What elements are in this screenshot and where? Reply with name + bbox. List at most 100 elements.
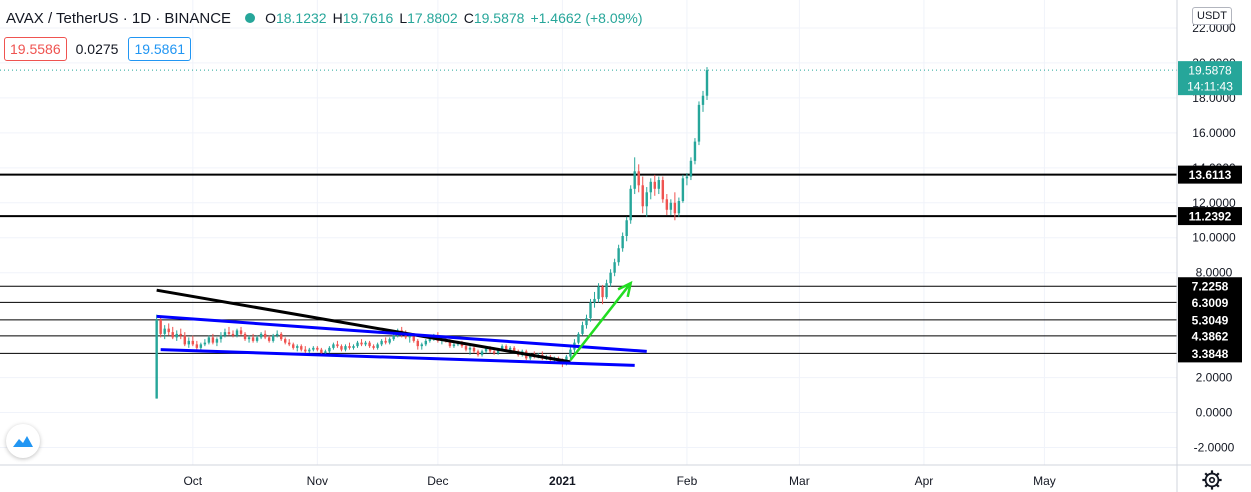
candle-body (677, 201, 681, 214)
candle-body (617, 248, 620, 263)
candle-body (593, 298, 596, 303)
candle-body (223, 332, 227, 336)
candle-body (452, 344, 456, 347)
trendline-channel-upper[interactable] (156, 314, 647, 353)
candle-body (589, 302, 592, 319)
quote-row: 19.5586 0.0275 19.5861 (4, 37, 192, 61)
candle-body (597, 286, 600, 299)
candle-body (308, 349, 311, 352)
candle-body (159, 319, 162, 334)
currency-badge[interactable]: USDT (1192, 7, 1232, 25)
candle-body (380, 340, 383, 345)
candle-body (348, 346, 351, 348)
candle-body (376, 344, 379, 348)
candle-body (412, 335, 415, 341)
candle-body (203, 342, 207, 345)
candle-body (356, 342, 359, 347)
y-tick-label: 12.0000 (1192, 196, 1236, 210)
candle-body (629, 188, 632, 221)
tradingview-logo-icon[interactable] (6, 424, 40, 458)
x-tick-label: Apr (915, 474, 934, 488)
candle-body (183, 335, 186, 345)
candle-body (340, 346, 343, 350)
x-tick-label: Feb (677, 474, 698, 488)
candle-body (657, 180, 661, 189)
close-label: C (463, 10, 474, 26)
candle-body (388, 339, 391, 343)
candle-body (179, 333, 182, 336)
candle-body (332, 344, 335, 348)
candle-body (312, 347, 315, 350)
candle-body (372, 346, 375, 348)
candle-body (292, 344, 295, 348)
candle-body (175, 333, 178, 338)
candle-body (304, 349, 307, 352)
candle-body (275, 333, 279, 336)
level-label-box (1178, 310, 1242, 329)
candle-body (155, 319, 158, 399)
level-label: 7.2258 (1192, 280, 1229, 294)
candle-body (681, 178, 685, 202)
candle-body (320, 349, 323, 354)
candle-body (577, 333, 580, 343)
level-label: 13.6113 (1189, 168, 1232, 182)
last-price-box (1178, 61, 1242, 96)
candle-body (581, 325, 584, 334)
candle-body (500, 346, 504, 350)
last-price-tag: 19.5878 14:11:43 (1178, 61, 1242, 96)
candle-body (255, 337, 259, 341)
candle-body (324, 351, 327, 354)
breakout-arrow[interactable] (569, 282, 632, 361)
sell-price-button[interactable]: 19.5586 (4, 37, 67, 61)
candle-body (171, 332, 174, 338)
candle-body (649, 181, 652, 193)
candle-body (613, 262, 616, 273)
trendline-channel-lower[interactable] (160, 348, 635, 367)
candle-body (637, 171, 640, 186)
candle-body (215, 339, 219, 343)
level-label: 5.3049 (1192, 313, 1229, 327)
candle-body (211, 337, 215, 343)
candle-body (605, 283, 608, 298)
candle-body (344, 346, 347, 350)
candle-body (476, 351, 480, 355)
level-label-box (1178, 207, 1242, 226)
candle-body (392, 335, 395, 340)
candle-body (673, 202, 677, 214)
trendline-descending-resistance[interactable] (156, 288, 571, 364)
candle-body (424, 340, 428, 345)
candle-body (243, 333, 247, 340)
candle-body (661, 180, 665, 200)
symbol-title[interactable]: AVAX / TetherUS · 1D · BINANCE (6, 9, 232, 27)
candle-body (167, 328, 170, 333)
candle-body (195, 344, 199, 348)
low-label: L (399, 10, 408, 26)
level-label: 11.2392 (1189, 210, 1232, 224)
candle-body (239, 330, 243, 334)
candle-body (364, 342, 367, 345)
candle-body (464, 346, 468, 350)
y-tick-label: 0.0000 (1196, 406, 1233, 420)
visibility-dot-icon[interactable] (245, 13, 256, 23)
level-label: 6.3009 (1192, 296, 1229, 310)
candle-body (693, 141, 697, 161)
candle-body (633, 171, 636, 189)
candle-body (384, 340, 387, 343)
candle-body (472, 347, 476, 352)
last-price-value: 19.5878 (1188, 64, 1232, 78)
candle-body (689, 160, 693, 177)
x-tick-label: Dec (427, 474, 448, 488)
level-label-box (1178, 277, 1242, 296)
level-label-box (1178, 165, 1242, 184)
candle-body (480, 351, 484, 355)
candle-body (368, 342, 371, 347)
candle-body (569, 349, 572, 357)
x-tick-label: Mar (789, 474, 810, 488)
buy-price-button[interactable]: 19.5861 (128, 37, 192, 61)
gear-icon[interactable] (1201, 469, 1223, 491)
time-axis[interactable]: Oct Nov Dec 2021 Feb Mar Apr May (183, 474, 1055, 488)
level-label: 4.3862 (1192, 329, 1229, 343)
candle-body (279, 333, 283, 340)
candle-body (448, 340, 452, 347)
